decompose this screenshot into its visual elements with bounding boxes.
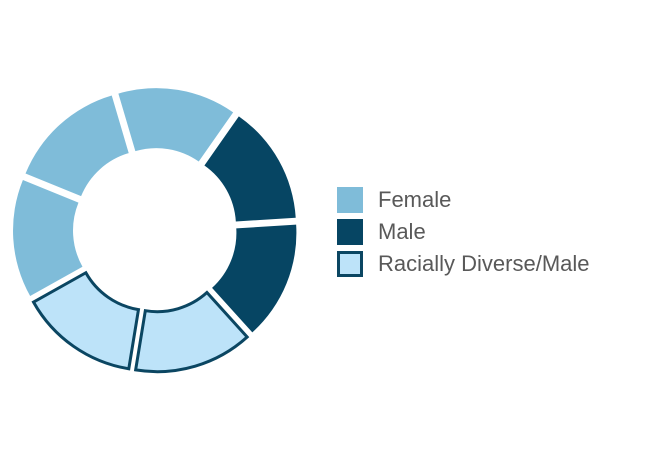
legend-label: Racially Diverse/Male: [378, 251, 590, 276]
donut-segment: [133, 290, 250, 374]
legend-label: Female: [378, 187, 451, 212]
donut-segment: [204, 116, 296, 222]
donut-segment: [118, 88, 234, 162]
donut-segment: [25, 95, 129, 197]
legend-swatch: [337, 187, 363, 213]
legend-swatch: [337, 251, 363, 277]
legend-label: Male: [378, 219, 426, 244]
donut-segment: [212, 224, 297, 333]
donut-segment: [13, 179, 83, 297]
legend-swatch: [337, 219, 363, 245]
donut-segment: [31, 270, 141, 371]
